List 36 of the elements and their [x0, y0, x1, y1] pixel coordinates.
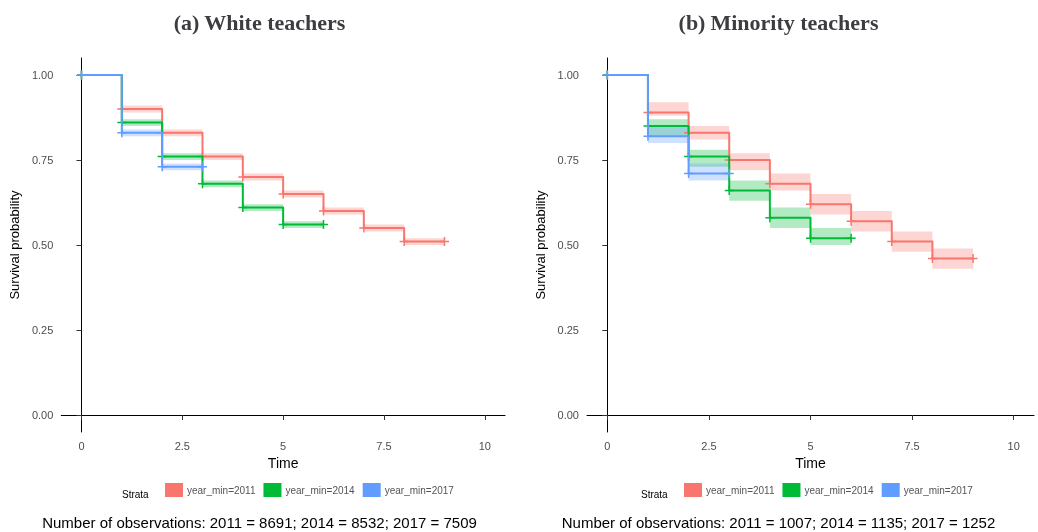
- x-tick-label: 7.5: [376, 439, 392, 452]
- legend-title: Strata: [641, 488, 669, 500]
- text: Number of observations: 2011 = 8691; 2014 = 8532; 2017 = 7509: [42, 514, 477, 531]
- x-axis-title: Time: [795, 454, 827, 471]
- y-tick-label: 0.75: [557, 154, 579, 166]
- legend-label: year_min=2014: [804, 484, 875, 496]
- y-tick-label: 0.75: [31, 154, 54, 166]
- x-axis-title: Time: [267, 454, 299, 471]
- legend-label: year_min=2014: [285, 484, 356, 496]
- chart-title: (a) White teachers: [173, 9, 346, 35]
- y-tick-label: 1.00: [557, 69, 579, 81]
- x-tick-label: 7.5: [904, 439, 920, 452]
- y-tick-label: 1.00: [31, 69, 54, 81]
- x-tick-label: 2.5: [174, 439, 190, 452]
- y-tick-label: 0.00: [31, 409, 54, 421]
- chart-title: (b) Minority teachers: [678, 9, 879, 35]
- x-tick-label: 0: [78, 439, 85, 452]
- y-tick-label: 0.00: [557, 409, 579, 421]
- x-tick-label: 10: [1007, 439, 1020, 452]
- legend-label: year_min=2017: [903, 484, 974, 496]
- y-axis-title: Survival probability: [7, 189, 22, 300]
- y-axis-title: Survival probability: [532, 189, 548, 300]
- legend-title: Strata: [122, 488, 150, 500]
- y-tick-label: 0.25: [557, 324, 579, 336]
- x-tick-label: 5: [280, 439, 287, 452]
- legend-label: year_min=2017: [384, 484, 455, 496]
- y-tick-label: 0.50: [31, 239, 54, 251]
- y-tick-label: 0.25: [31, 324, 54, 336]
- x-tick-label: 2.5: [701, 439, 717, 452]
- x-tick-label: 5: [807, 439, 814, 452]
- x-tick-label: 10: [478, 439, 491, 452]
- x-tick-label: 0: [604, 439, 611, 452]
- text: Number of observations: 2011 = 1007; 2014 = 1135; 2017 = 1252: [561, 514, 996, 531]
- legend-label: year_min=2011: [706, 484, 775, 496]
- y-tick-label: 0.50: [557, 239, 579, 251]
- legend-label: year_min=2011: [187, 484, 256, 496]
